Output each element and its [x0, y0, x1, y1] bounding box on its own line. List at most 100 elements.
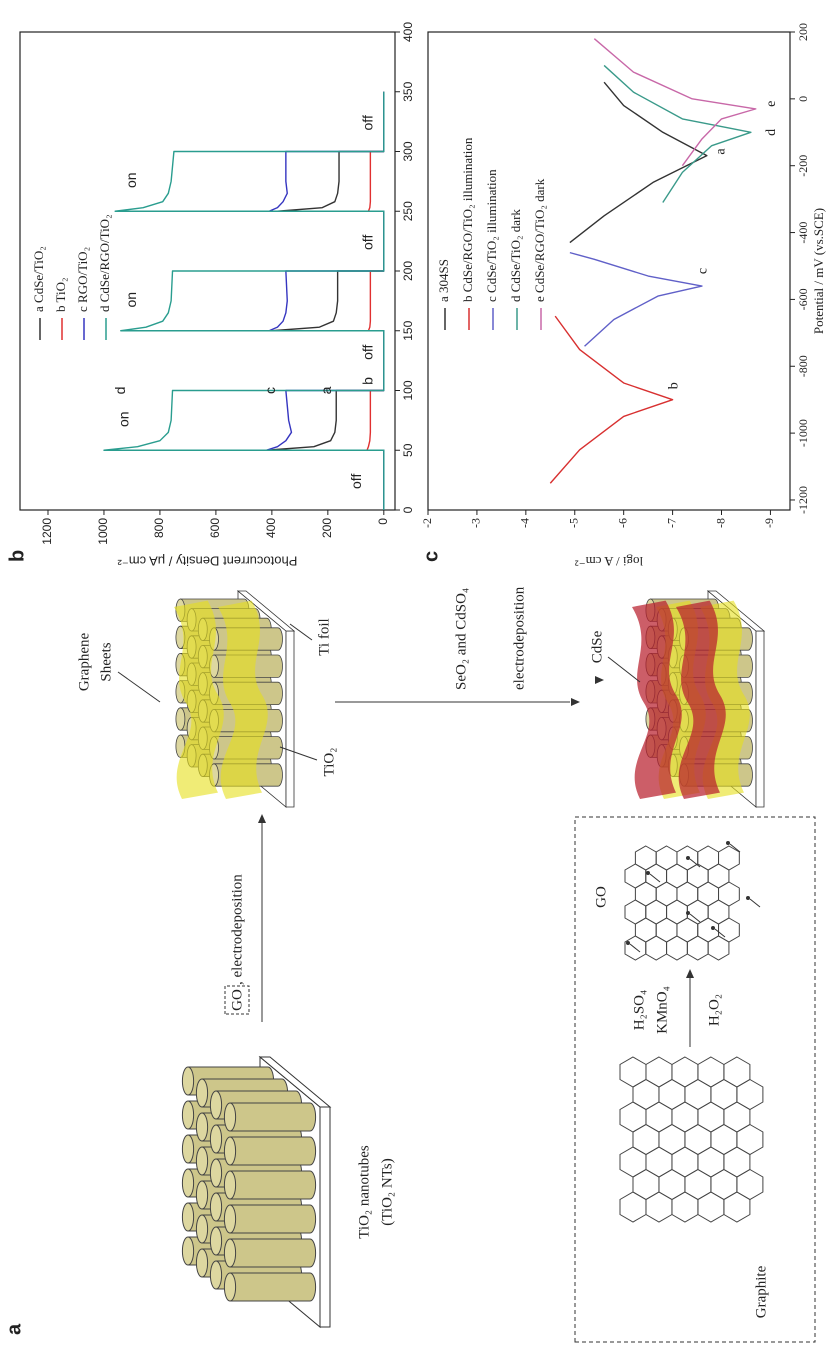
annotation: a: [318, 386, 334, 394]
group: [174, 590, 296, 808]
annotation: off: [359, 344, 375, 359]
diagram-text: H₂SO₄: [631, 990, 647, 1030]
nanotube: [229, 1136, 317, 1166]
go-group: [649, 873, 661, 883]
x-tick-label: 100: [401, 380, 415, 400]
annotation: b: [359, 377, 375, 385]
x-tick-label: -1000: [796, 419, 810, 447]
legend-label: a 304SS: [436, 259, 451, 302]
annotation: off: [359, 115, 375, 130]
nanotube-top: [181, 1100, 195, 1130]
x-tick-label: -200: [796, 155, 810, 177]
go-group: [689, 913, 701, 923]
arrow-head: [595, 676, 604, 684]
legend-label: a CdSe/TiO₂: [31, 246, 46, 312]
go-group: [729, 843, 741, 853]
nanotube-top: [223, 1238, 237, 1268]
annotation: e: [764, 101, 779, 107]
x-tick-label: -400: [796, 222, 810, 244]
go-group-dot: [686, 911, 690, 915]
go-group-dot: [726, 841, 730, 845]
data-line: [103, 91, 385, 510]
sheet: [218, 600, 268, 799]
data-line: [366, 91, 385, 510]
pointer: [279, 746, 318, 761]
nanotube-top: [223, 1136, 237, 1166]
data-line: [603, 64, 752, 203]
x-tick-label: 150: [401, 320, 415, 340]
diagram-text: GO: [593, 886, 609, 908]
plot-frame: [427, 31, 791, 511]
annotation: d: [764, 129, 779, 136]
y-tick-label: -4: [518, 518, 532, 528]
x-tick-label: -800: [796, 355, 810, 377]
go-group-dot: [746, 896, 750, 900]
y-tick-label: -6: [615, 518, 629, 528]
diagram-text: TiO₂ nanotubes: [356, 1145, 372, 1239]
y-tick-label: 0: [376, 518, 390, 525]
group: [632, 590, 766, 808]
x-tick-label: -1200: [796, 486, 810, 514]
nanotube-top: [181, 1236, 195, 1266]
annotation: d: [112, 387, 128, 395]
nanotube-top: [195, 1248, 209, 1278]
ti-foil-edge: [319, 1106, 331, 1328]
ti-foil-edge: [285, 630, 295, 808]
y-tick-label: 200: [320, 518, 334, 538]
nanotube-top: [223, 1272, 237, 1302]
nanotube-top: [181, 1066, 195, 1096]
data-line: [265, 91, 385, 510]
diagram-text: KMnO₄: [654, 986, 670, 1034]
diagram-text: (TiO₂ NTs): [379, 1158, 395, 1225]
nanotube-top: [209, 1090, 223, 1120]
diagram-text: Sheets: [98, 642, 114, 681]
y-tick-label: -5: [567, 518, 581, 528]
legend-label: c RGO/TiO₂: [75, 247, 90, 312]
go-group: [689, 858, 701, 868]
annotation: a: [713, 148, 728, 155]
ti-foil-edge: [236, 590, 296, 632]
x-tick-label: 200: [796, 23, 810, 41]
y-tick-label: -2: [420, 518, 434, 528]
nanotube-top: [195, 1078, 209, 1108]
legend-label: e CdSe/RGO/TiO₂ dark: [532, 178, 547, 302]
sheet: [676, 600, 726, 799]
y-axis-label: logi / A cm⁻²: [575, 554, 643, 569]
annotation: on: [123, 292, 139, 308]
nanotube-top: [195, 1112, 209, 1142]
y-tick-label: 800: [152, 518, 166, 538]
diagram-text: H₂O₂: [706, 994, 722, 1026]
x-tick-label: 200: [401, 261, 415, 281]
diagram-text: TiO₂: [321, 748, 337, 777]
go-group-dot: [711, 926, 715, 930]
group: [181, 1055, 332, 1329]
data-line: [265, 91, 385, 510]
x-tick-label: 250: [401, 201, 415, 221]
panel-label: a: [3, 1323, 25, 1335]
legend-label: d CdSe/TiO₂ dark: [508, 209, 523, 302]
nanotube-top: [209, 1226, 223, 1256]
nanotube-top: [209, 1124, 223, 1154]
y-tick-label: -3: [469, 518, 483, 528]
ti-foil-edge: [755, 630, 765, 808]
nanotube-top: [195, 1214, 209, 1244]
y-tick-label: -8: [713, 518, 727, 528]
nanotube: [229, 1204, 317, 1234]
x-tick-label: 0: [796, 96, 810, 102]
x-tick-label: 400: [401, 22, 415, 42]
nanotube-top: [195, 1146, 209, 1176]
diagram-text: SeO₂ and CdSO₄: [453, 588, 469, 690]
sheet: [174, 600, 224, 799]
nanotube-top: [209, 1260, 223, 1290]
go-group: [629, 943, 641, 953]
sheet: [632, 600, 682, 799]
go-group: [749, 898, 761, 908]
nanotube-top: [209, 1192, 223, 1222]
y-tick-label: -7: [664, 518, 678, 528]
x-tick-label: 300: [401, 141, 415, 161]
diagram-text: Graphene: [76, 633, 92, 692]
diagram-text: Ti foil: [316, 618, 332, 655]
legend-label: b TiO₂: [53, 277, 68, 312]
